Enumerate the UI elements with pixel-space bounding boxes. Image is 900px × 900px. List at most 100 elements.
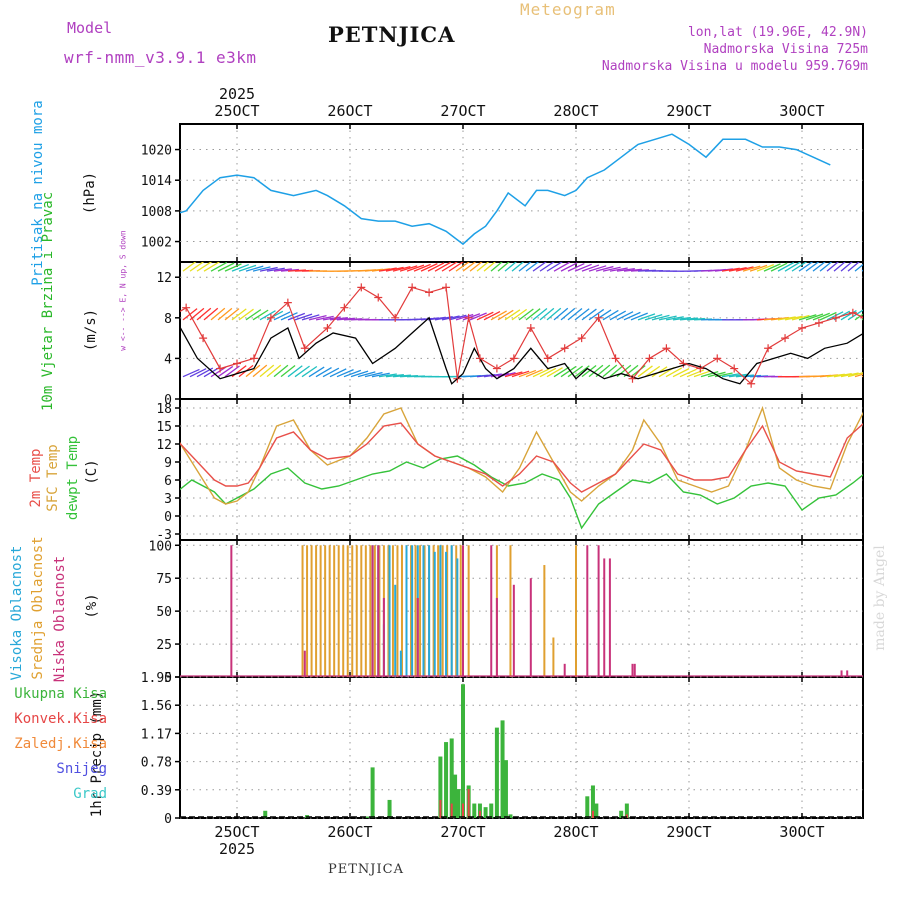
y-tick-label: 1.95	[141, 671, 172, 686]
panel-frame-0	[179, 123, 864, 263]
wind-barb	[280, 268, 299, 272]
wind-barb	[266, 267, 285, 272]
cloud-bar	[333, 545, 336, 677]
cloud-bar	[411, 545, 414, 677]
wind-barb	[294, 365, 310, 378]
cloud-mid-label: Srednja Oblacnost	[30, 536, 46, 680]
wind-barb	[581, 364, 597, 378]
wind-barb	[602, 266, 621, 272]
temp-2m-label: 2m Temp	[28, 448, 44, 508]
wind-barb	[371, 372, 390, 378]
wind-barb	[791, 262, 808, 272]
footer-title: PETNJICA	[328, 862, 404, 877]
precip-conv-bar	[450, 803, 453, 818]
wind-barb	[231, 263, 250, 272]
wind-barb	[567, 262, 585, 272]
precip-total-bar	[500, 720, 505, 818]
wind-barb	[245, 265, 264, 272]
wind-barb	[721, 267, 740, 272]
wind-barb	[315, 315, 334, 321]
cloud-bar	[230, 545, 233, 677]
cloud-bar	[371, 545, 374, 677]
precip-total-bar	[472, 803, 477, 818]
cloud-bar	[355, 545, 358, 677]
wind-barb	[721, 373, 740, 378]
cloud-bar	[462, 545, 464, 677]
y-tick-label: 0	[164, 671, 172, 686]
cloud-bar	[416, 597, 419, 677]
legend-graupel: Grad	[73, 786, 107, 802]
wind-barb	[644, 365, 661, 378]
wind-barb	[532, 307, 548, 321]
wind-barb	[861, 269, 863, 272]
wind-barb	[434, 262, 452, 272]
wind-barb	[245, 309, 262, 321]
wind-barb	[665, 316, 684, 321]
top-date-label: 26OCT	[327, 102, 372, 120]
y-tick-label: 12	[156, 271, 172, 286]
cloud-bar	[410, 545, 413, 677]
wind-barb	[700, 370, 719, 378]
wind-barb	[469, 262, 483, 272]
wind-barb	[525, 369, 543, 378]
top-date-label: 25OCT	[214, 102, 259, 120]
wind-barb	[441, 262, 458, 272]
wind-barb	[777, 262, 795, 272]
cloud-bar	[324, 545, 327, 677]
top-year-label: 2025	[219, 85, 255, 103]
wind-barb	[518, 262, 532, 272]
wind-barb	[812, 312, 830, 321]
wind-barb	[630, 312, 648, 321]
wind-barb	[812, 262, 826, 272]
wind-barb	[854, 263, 863, 272]
wind-barb	[819, 262, 833, 272]
precip-total-bar	[594, 803, 599, 818]
cloud-bar	[351, 545, 354, 677]
cloud-bar	[439, 545, 442, 677]
wind-direction-key: w <-- --> E, N up, S down	[118, 230, 128, 351]
wind-barb	[539, 307, 555, 321]
wind-barb	[651, 314, 670, 321]
wind-gust-line	[180, 286, 863, 385]
wind-barb	[308, 315, 327, 321]
wind-barb	[546, 307, 562, 321]
wind-barb	[616, 268, 635, 272]
wind-barb	[301, 314, 320, 321]
bottom-date-label: 25OCT	[214, 823, 259, 841]
cloud-bar	[405, 545, 408, 677]
meteogram-label: Meteogram	[520, 0, 616, 19]
wind-barb	[833, 373, 852, 378]
wind-barb	[308, 366, 325, 378]
cloud-bar	[396, 545, 399, 677]
cloud-bar	[603, 558, 606, 677]
wind-barb	[273, 364, 289, 378]
bottom-year-label: 2025	[219, 840, 255, 858]
cloud-bar	[303, 650, 306, 677]
wind-barb	[847, 372, 863, 378]
y-tick-label: 12	[156, 438, 172, 453]
wind-barb	[399, 265, 418, 272]
wind-barb	[189, 262, 205, 272]
precip-total-bar	[503, 760, 508, 818]
wind-barb	[847, 262, 860, 272]
precip-conv-bar	[462, 803, 464, 818]
wind-barb	[588, 308, 605, 321]
y-tick-label: 15	[156, 420, 172, 435]
top-date-label: 29OCT	[666, 102, 711, 120]
wind-barb	[763, 263, 781, 272]
wind-barb	[728, 266, 747, 272]
cloud-bar	[490, 545, 493, 677]
cloud-bar	[446, 545, 449, 677]
wind-barb	[847, 309, 863, 321]
cloud-bar	[328, 545, 331, 677]
precip-total-bar	[619, 810, 624, 818]
wind-barb	[574, 365, 590, 378]
cloud-bar	[840, 670, 843, 677]
pressure-unit: (hPa)	[82, 171, 98, 215]
cloud-bar	[509, 545, 512, 677]
wind-barb	[735, 266, 754, 272]
panel-frame-4	[179, 676, 864, 819]
wind-barb	[805, 313, 824, 321]
y-tick-label: 1.17	[141, 727, 172, 742]
cloud-bar	[378, 545, 381, 677]
